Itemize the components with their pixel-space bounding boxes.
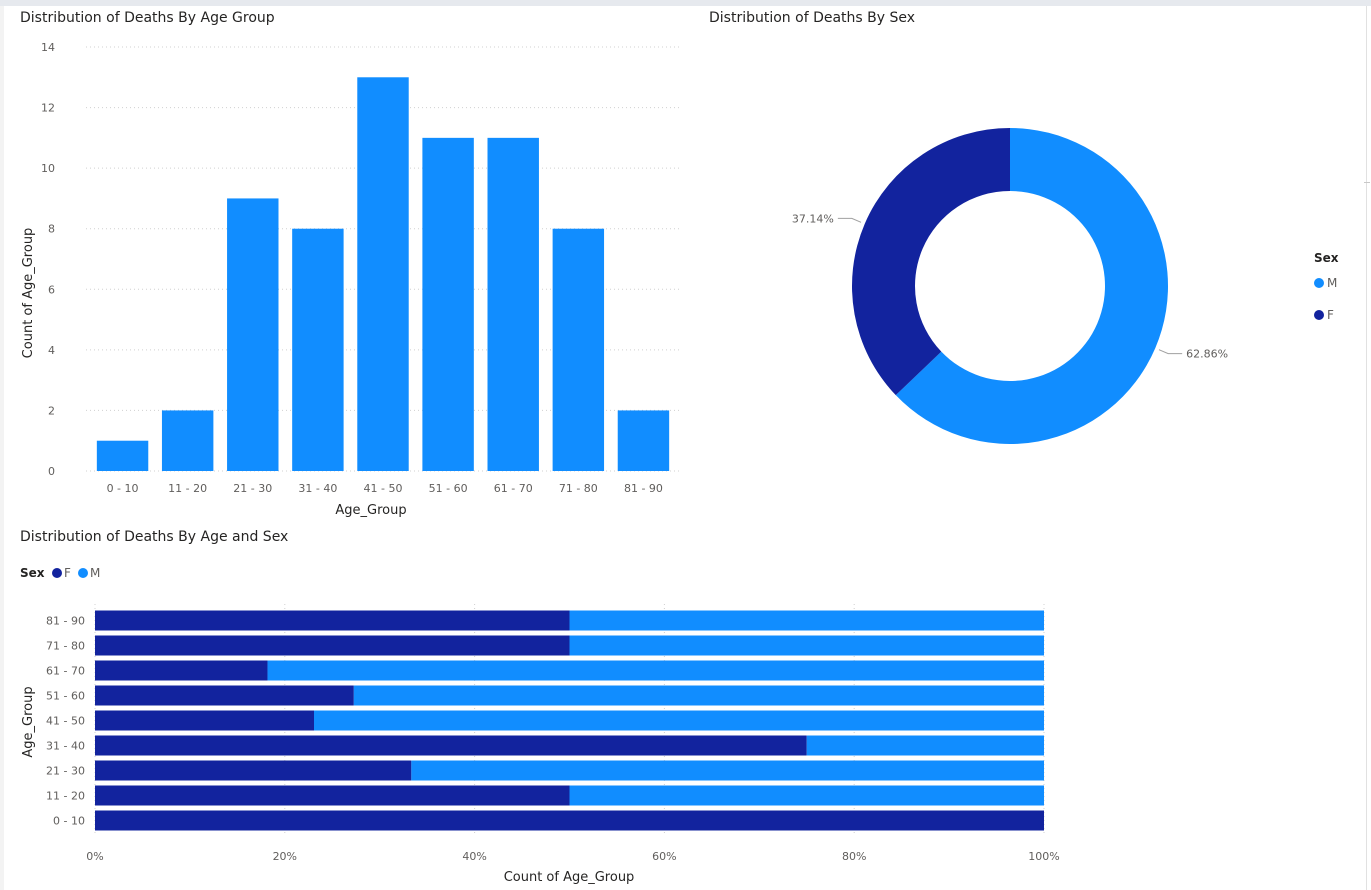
agesex-chart-legend: Sex F M <box>20 566 100 580</box>
sex-data-label: 62.86% <box>1186 348 1228 361</box>
age-y-tick-label: 10 <box>41 162 55 175</box>
agesex-bar-m <box>267 660 1045 681</box>
agesex-y-tick-label: 41 - 50 <box>46 715 85 728</box>
agesex-chart-title: Distribution of Deaths By Age and Sex <box>20 529 289 545</box>
age-x-tick-label: 41 - 50 <box>364 482 403 495</box>
agesex-bar-f <box>95 710 314 731</box>
agesex-y-tick-label: 0 - 10 <box>53 815 85 828</box>
age-y-tick-label: 4 <box>48 344 55 357</box>
age-chart-bars <box>96 77 670 472</box>
agesex-chart-y-axis-label: Age_Group <box>21 686 36 757</box>
agesex-chart-bars <box>95 610 1045 831</box>
sex-slice-f <box>852 128 1010 396</box>
agesex-bar-f <box>95 810 1044 831</box>
sex-legend-marker-m <box>1314 278 1324 288</box>
age-x-tick-label: 31 - 40 <box>298 482 337 495</box>
agesex-x-tick-label: 0% <box>86 850 103 863</box>
sex-chart-data-labels: 62.86% 37.14% <box>792 212 1228 360</box>
agesex-bar-f <box>95 660 268 681</box>
canvas-right-edge <box>1366 6 1367 890</box>
age-chart-x-ticks: 0 - 10 11 - 20 21 - 30 31 - 40 41 - 50 51 - 6… <box>107 482 663 495</box>
agesex-bar-m <box>569 785 1044 806</box>
agesex-legend-marker-m <box>78 568 88 578</box>
agesex-y-tick-label: 21 - 30 <box>46 765 85 778</box>
agesex-legend-label-m: M <box>90 566 100 580</box>
age-y-tick-label: 12 <box>41 102 55 115</box>
age-y-tick-label: 14 <box>41 41 55 54</box>
agesex-x-tick-label: 100% <box>1028 850 1059 863</box>
age-y-tick-label: 0 <box>48 465 55 478</box>
agesex-bar-m <box>569 610 1044 631</box>
age-x-tick-label: 21 - 30 <box>233 482 272 495</box>
agesex-legend-marker-f <box>52 568 62 578</box>
agesex-chart-x-ticks: 0% 20% 40% 60% 80% 100% <box>86 850 1059 863</box>
age-bar <box>96 440 149 471</box>
age-bar <box>487 137 539 471</box>
canvas-top-strip <box>0 0 1371 6</box>
agesex-y-tick-label: 31 - 40 <box>46 740 85 753</box>
agesex-bar-m <box>569 635 1044 656</box>
sex-label-leader <box>837 217 862 223</box>
sex-label-leader <box>1158 349 1183 355</box>
age-bar <box>227 198 279 471</box>
age-x-tick-label: 71 - 80 <box>559 482 598 495</box>
age-bar <box>422 137 474 471</box>
agesex-y-tick-label: 81 - 90 <box>46 615 85 628</box>
age-chart-x-axis-label: Age_Group <box>335 503 406 518</box>
agesex-bar-m <box>314 710 1044 731</box>
sex-chart-slices <box>852 128 1168 445</box>
agesex-y-tick-label: 61 - 70 <box>46 665 85 678</box>
age-x-tick-label: 0 - 10 <box>107 482 139 495</box>
sex-legend-label-f: F <box>1327 308 1334 322</box>
sex-chart-legend: Sex M F <box>1314 251 1339 322</box>
agesex-x-tick-label: 60% <box>652 850 676 863</box>
age-bar <box>292 228 344 471</box>
agesex-x-tick-label: 80% <box>842 850 866 863</box>
age-chart-y-ticks: 0 2 4 6 8 10 12 14 <box>41 41 55 478</box>
agesex-y-tick-label: 71 - 80 <box>46 640 85 653</box>
age-x-tick-label: 61 - 70 <box>494 482 533 495</box>
age-x-tick-label: 81 - 90 <box>624 482 663 495</box>
agesex-bar-f <box>95 760 412 781</box>
agesex-bar-f <box>95 635 570 656</box>
age-x-tick-label: 51 - 60 <box>429 482 468 495</box>
age-chart: 0 2 4 6 8 10 12 14 0 - 10 11 - 20 21 - 30 31 - 40 4… <box>21 41 680 518</box>
agesex-bar-f <box>95 735 807 756</box>
age-x-tick-label: 11 - 20 <box>168 482 207 495</box>
agesex-chart-x-axis-label: Count of Age_Group <box>504 870 635 885</box>
agesex-bar-f <box>95 685 354 706</box>
age-y-tick-label: 6 <box>48 283 55 296</box>
agesex-legend-title: Sex <box>20 566 45 580</box>
age-bar <box>617 410 670 471</box>
agesex-bar-f <box>95 610 570 631</box>
agesex-legend-label-f: F <box>64 566 71 580</box>
sex-legend-label-m: M <box>1327 276 1337 290</box>
agesex-chart-y-ticks: 81 - 90 71 - 80 61 - 70 51 - 60 41 - 50 31 - … <box>46 615 85 828</box>
sex-legend-marker-f <box>1314 310 1324 320</box>
age-bar <box>357 77 409 472</box>
agesex-chart: Sex F M 81 - 90 71 - 80 61 - 70 51 - 60 41 -… <box>20 566 1060 885</box>
sex-chart-title: Distribution of Deaths By Sex <box>709 10 916 26</box>
age-y-tick-label: 8 <box>48 223 55 236</box>
sex-chart: 62.86% 37.14% Sex M F <box>792 128 1339 445</box>
agesex-x-tick-label: 20% <box>273 850 297 863</box>
agesex-x-tick-label: 40% <box>462 850 486 863</box>
age-bar <box>552 228 605 471</box>
age-chart-y-axis-label: Count of Age_Group <box>21 228 36 359</box>
age-y-tick-label: 2 <box>48 404 55 417</box>
age-chart-title: Distribution of Deaths By Age Group <box>20 10 275 26</box>
canvas-left-edge <box>0 6 4 890</box>
agesex-bar-m <box>806 735 1044 756</box>
age-bar <box>161 410 214 471</box>
sex-legend-title: Sex <box>1314 251 1339 265</box>
canvas-edge-marker <box>1364 182 1370 183</box>
agesex-y-tick-label: 11 - 20 <box>46 790 85 803</box>
agesex-y-tick-label: 51 - 60 <box>46 690 85 703</box>
agesex-bar-f <box>95 785 570 806</box>
agesex-bar-m <box>353 685 1044 706</box>
sex-slice-m <box>895 128 1168 445</box>
agesex-bar-m <box>411 760 1044 781</box>
sex-data-label: 37.14% <box>792 212 834 225</box>
